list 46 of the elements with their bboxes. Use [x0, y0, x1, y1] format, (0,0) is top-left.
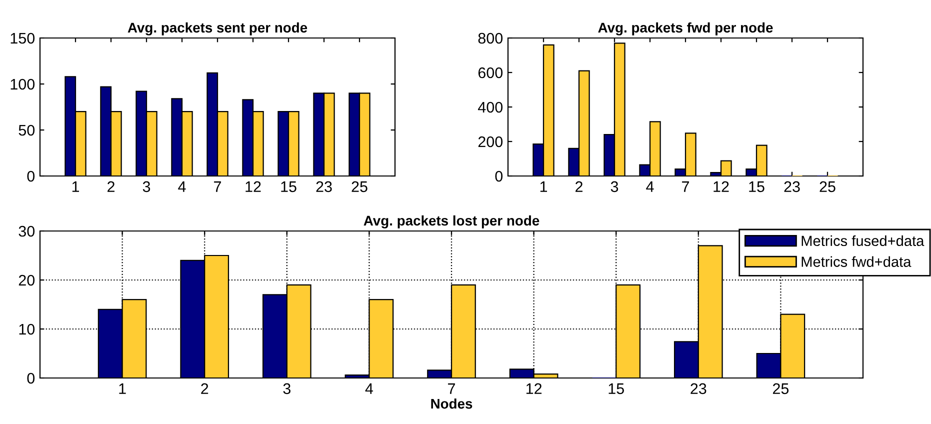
x-tick-label: 4 — [365, 383, 373, 394]
x-tick-label: 3 — [283, 383, 290, 394]
y-tick-label: 150 — [10, 32, 35, 44]
y-tick-label: 0 — [495, 170, 503, 182]
x-tick-label: 23 — [316, 181, 332, 192]
x-tick-label: 12 — [714, 181, 729, 192]
x-tick-label: 1 — [72, 181, 80, 192]
chart-title: Avg. packets sent per node — [128, 22, 308, 36]
x-tick-label: 7 — [214, 181, 221, 192]
y-tick-label: 50 — [18, 124, 35, 136]
x-tick-label: 25 — [772, 383, 789, 394]
x-tick-label: 4 — [178, 181, 186, 192]
x-axis-title: Nodes — [431, 398, 472, 409]
y-tick-label: 400 — [478, 102, 503, 113]
x-tick-label: 25 — [352, 181, 368, 192]
x-tick-label: 2 — [576, 181, 582, 192]
y-tick-label: 600 — [478, 67, 503, 78]
y-tick-label: 100 — [10, 78, 35, 90]
x-tick-label: 25 — [820, 181, 836, 192]
x-tick-label: 3 — [610, 181, 618, 192]
y-tick-label: 0 — [27, 372, 35, 384]
y-tick-label: 800 — [478, 32, 503, 44]
x-tick-label: 1 — [119, 383, 126, 394]
x-tick-label: 12 — [526, 383, 542, 394]
x-tick-label: 7 — [448, 383, 455, 394]
x-tick-label: 2 — [108, 181, 114, 192]
y-tick-label: 0 — [27, 170, 35, 182]
x-tick-label: 4 — [646, 181, 654, 192]
y-tick-label: 20 — [18, 274, 35, 286]
x-tick-label: 12 — [246, 181, 261, 192]
legend-label: Metrics fused+data — [802, 235, 924, 246]
chart-title: Avg. packets fwd per node — [598, 22, 773, 36]
y-tick-label: 10 — [19, 324, 35, 335]
y-tick-label: 200 — [478, 136, 503, 148]
x-tick-label: 23 — [784, 181, 800, 192]
x-tick-label: 15 — [608, 383, 624, 394]
x-tick-label: 1 — [540, 181, 548, 192]
x-tick-label: 7 — [682, 181, 689, 192]
x-tick-label: 3 — [142, 181, 150, 192]
x-tick-label: 15 — [281, 181, 296, 192]
x-tick-label: 15 — [749, 181, 764, 192]
x-tick-label: 2 — [201, 383, 208, 394]
chart-title: Avg. packets lost per node — [364, 215, 540, 228]
x-tick-label: 23 — [690, 383, 706, 394]
legend-label: Metrics fwd+data — [802, 256, 912, 267]
y-tick-label: 30 — [18, 226, 35, 237]
